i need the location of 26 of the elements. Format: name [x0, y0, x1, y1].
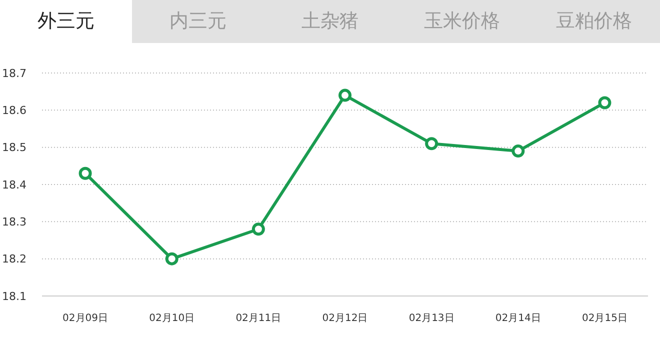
point	[512, 144, 525, 158]
y-tick-label: 18.2	[2, 252, 26, 266]
text: 土杂猪	[300, 9, 360, 34]
text: 内三元	[168, 9, 228, 34]
point	[78, 166, 92, 180]
x-tick-label: 02月14日	[495, 313, 541, 324]
y-tick-label: 18.7	[2, 66, 26, 80]
chart-title: 外三元	[0, 0, 132, 43]
point	[425, 137, 438, 150]
x-tick-label: 02月11日	[236, 313, 282, 324]
point	[252, 222, 265, 236]
point	[338, 88, 352, 102]
text: 豆粕价格	[555, 9, 633, 34]
point	[598, 96, 612, 110]
point	[165, 252, 178, 266]
y-tick-label: 18.4	[2, 178, 26, 192]
x-tick-label: 02月10日	[149, 313, 195, 324]
x-tick-label: 02月09日	[62, 313, 108, 324]
y-tick-label: 18.1	[2, 290, 26, 303]
x-tick-label: 02月12日	[322, 313, 368, 324]
y-tick-label: 18.6	[2, 104, 26, 118]
y-tick-label: 18.3	[2, 216, 26, 229]
text: 玉米价格	[423, 9, 501, 34]
x-tick-label: 02月15日	[582, 313, 628, 324]
y-tick-label: 18.5	[2, 141, 26, 154]
x-tick-label: 02月13日	[408, 313, 454, 324]
